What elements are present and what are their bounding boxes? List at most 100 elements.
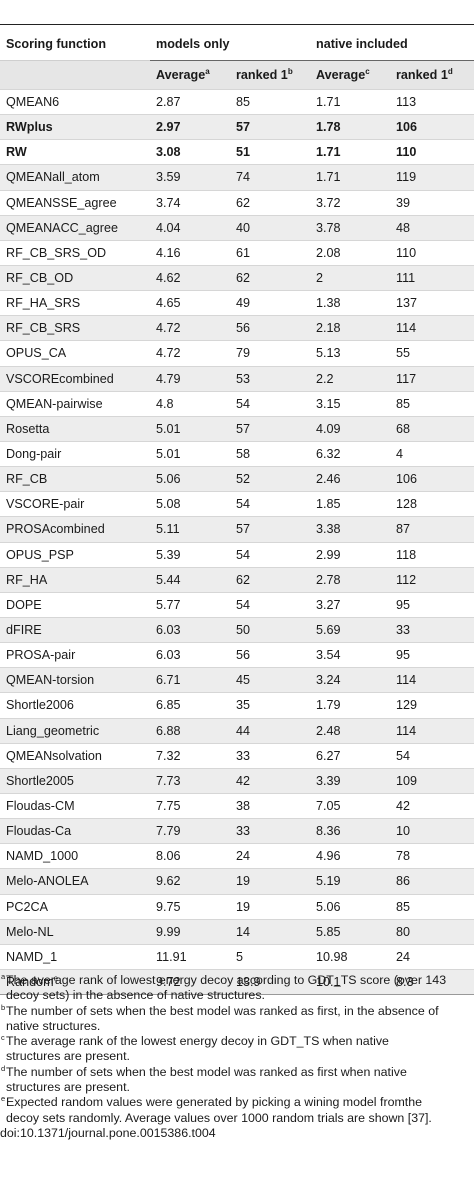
cell-ranked1-native: 4 — [390, 440, 474, 467]
cell-name-text: VSCOREcombined — [6, 371, 114, 386]
cell-average-native-text: 2.2 — [316, 371, 334, 386]
header-ranked1-native: ranked 1d — [390, 60, 474, 90]
cell-ranked1-native-text: 10 — [396, 824, 411, 839]
cell-ranked1-models: 50 — [230, 616, 311, 643]
cell-average-models: 9.75 — [150, 893, 230, 920]
cell-ranked1-models-text: 40 — [236, 220, 251, 235]
cell-average-models: 11.91 — [150, 943, 230, 970]
cell-ranked1-native: 129 — [390, 692, 474, 719]
cell-average-models-text: 6.03 — [156, 623, 181, 638]
table-row: RF_CB_SRS 4.72 56 2.18 114 — [0, 315, 474, 341]
cell-ranked1-native-text: 85 — [396, 396, 411, 411]
cell-ranked1-models-text: 54 — [236, 396, 251, 411]
cell-ranked1-native-text: 8.3 — [396, 974, 414, 989]
cell-ranked1-models-text: 62 — [236, 195, 251, 210]
cell-average-models-text: 6.03 — [156, 648, 181, 663]
cell-average-native: 3.27 — [310, 591, 391, 618]
cell-average-models-text: 11.91 — [156, 949, 187, 964]
cell-average-models-text: 4.16 — [156, 245, 181, 260]
cell-ranked1-models: 42 — [230, 767, 311, 794]
cell-average-models-text: 4.72 — [156, 321, 181, 336]
cell-name: Shortle2005 — [0, 767, 150, 794]
cell-name-text: RF_CB — [6, 472, 48, 487]
cell-average-native-text: 8.36 — [316, 824, 341, 839]
header-scoring-function: Scoring function — [6, 36, 107, 51]
table-row: QMEAN6 2.87 85 1.71 113 — [0, 88, 474, 115]
cell-ranked1-native: 54 — [390, 742, 474, 769]
cell-name: dFIRE — [0, 616, 150, 643]
footnote-line: The average rank of lowest energy decoy … — [6, 973, 447, 987]
cell-ranked1-models-text: 13.9 — [236, 974, 261, 989]
doi-line: doi:10.1371/journal.pone.0015386.t004 — [0, 1125, 216, 1140]
cell-ranked1-models: 54 — [230, 541, 311, 568]
cell-ranked1-models: 54 — [230, 491, 311, 517]
cell-ranked1-models: 49 — [230, 290, 311, 316]
cell-average-models-text: 4.62 — [156, 271, 181, 286]
cell-ranked1-native: 114 — [390, 717, 474, 744]
cell-average-models-text: 3.74 — [156, 195, 181, 210]
cell-average-models: 5.08 — [150, 491, 230, 517]
cell-ranked1-models: 35 — [230, 692, 311, 719]
cell-name: QMEAN6 — [0, 88, 150, 115]
cell-ranked1-models-text: 49 — [236, 296, 251, 311]
cell-ranked1-native-text: 109 — [396, 773, 418, 788]
cell-ranked1-models: 38 — [230, 792, 311, 819]
cell-average-models-text: 6.71 — [156, 673, 181, 688]
cell-name-text: QMEANall_atom — [6, 170, 100, 185]
footnote: a The average rank of lowest energy decoy… — [0, 973, 474, 1004]
table-row: Floudas-CM 7.75 38 7.05 42 — [0, 792, 474, 819]
cell-name-text: QMEANSSE_agree — [6, 195, 117, 210]
cell-ranked1-models: 62 — [230, 189, 311, 216]
cell-ranked1-models: 56 — [230, 315, 311, 341]
cell-average-native-text: 10.98 — [316, 949, 348, 964]
cell-name-text: Liang_geometric — [6, 723, 100, 738]
cell-ranked1-native: 111 — [390, 264, 474, 291]
cell-ranked1-native-text: 95 — [396, 597, 411, 612]
cell-name-text: RWplus — [6, 120, 53, 135]
cell-name-text: RW — [6, 145, 27, 160]
footnote-line: decoy sets randomly. Average values over… — [6, 1110, 432, 1125]
cell-name: OPUS_PSP — [0, 541, 150, 568]
cell-ranked1-native-text: 106 — [396, 120, 418, 135]
cell-average-models: 2.97 — [150, 114, 230, 140]
cell-average-models: 6.03 — [150, 616, 230, 643]
table-row: Rosetta 5.01 57 4.09 68 — [0, 415, 474, 442]
cell-average-native: 8.36 — [310, 818, 391, 844]
cell-ranked1-models: 57 — [230, 114, 311, 140]
cell-average-native-text: 2.46 — [316, 472, 341, 487]
cell-average-native-text: 2 — [316, 271, 324, 286]
table-row: RF_CB 5.06 52 2.46 106 — [0, 466, 474, 492]
table-row: QMEAN-torsion 6.71 45 3.24 114 — [0, 667, 474, 693]
cell-ranked1-models-text: 14 — [236, 924, 251, 939]
cell-average-native: 2 — [310, 264, 391, 291]
table-row: Floudas-Ca 7.79 33 8.36 10 — [0, 818, 474, 844]
cell-ranked1-models-text: 54 — [236, 597, 251, 612]
cell-average-native: 1.78 — [310, 114, 391, 140]
cell-name-text: QMEANACC_agree — [6, 220, 118, 235]
cell-average-models: 5.01 — [150, 415, 230, 442]
table-row: Liang_geometric 6.88 44 2.48 114 — [0, 717, 474, 744]
cell-average-models: 4.79 — [150, 365, 230, 392]
footnote-line: The number of sets when the best model w… — [6, 1064, 407, 1079]
cell-average-models: 9.99 — [150, 918, 230, 945]
cell-average-native-text: 5.19 — [316, 874, 341, 889]
cell-ranked1-native-text: 111 — [396, 271, 416, 286]
cell-ranked1-native: 86 — [390, 868, 474, 894]
cell-ranked1-native: 118 — [390, 541, 474, 568]
cell-average-native: 3.78 — [310, 214, 391, 241]
cell-ranked1-models-text: 74 — [236, 170, 251, 185]
cell-ranked1-models: 14 — [230, 918, 311, 945]
cell-average-native: 5.85 — [310, 918, 391, 945]
cell-name: Floudas-Ca — [0, 818, 150, 844]
cell-ranked1-native: 117 — [390, 365, 474, 392]
cell-ranked1-models: 24 — [230, 843, 311, 869]
cell-average-models: 3.08 — [150, 139, 230, 165]
table-row: Shortle2005 7.73 42 3.39 109 — [0, 767, 474, 794]
cell-ranked1-models-text: 19 — [236, 874, 251, 889]
cell-name-text: VSCORE-pair — [6, 497, 85, 512]
cell-name: PC2CA — [0, 893, 150, 920]
cell-name-text: QMEAN-torsion — [6, 673, 95, 688]
cell-ranked1-models: 33 — [230, 742, 311, 769]
cell-average-models: 4.72 — [150, 340, 230, 367]
cell-ranked1-native: 85 — [390, 893, 474, 920]
